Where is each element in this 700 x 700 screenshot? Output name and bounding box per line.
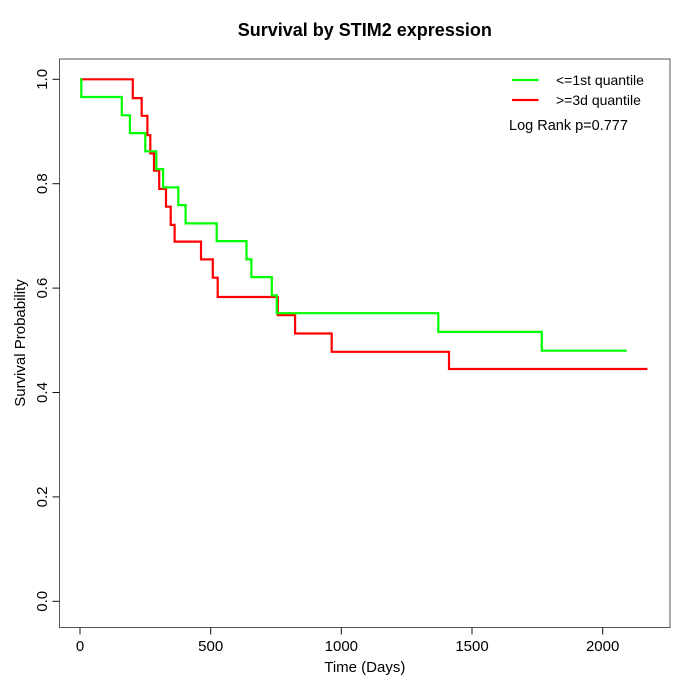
y-tick-label: 0.8 — [34, 173, 51, 194]
survival-curves — [80, 78, 648, 371]
survival-curve-low-expression — [80, 78, 627, 352]
legend-label-first-quantile: <=1st quantile — [556, 72, 644, 88]
log-rank-annotation: Log Rank p=0.777 — [509, 118, 628, 134]
x-tick-label: 1000 — [325, 638, 358, 655]
x-tick-label: 500 — [198, 638, 223, 655]
x-axis: 0 500 1000 1500 2000 — [76, 627, 619, 655]
x-axis-title: Time (Days) — [324, 659, 405, 676]
y-tick-label: 0.4 — [34, 382, 51, 403]
x-tick-label: 2000 — [586, 638, 619, 655]
y-axis-title: Survival Probability — [12, 279, 29, 407]
y-axis: 0.0 0.2 0.4 0.6 0.8 1.0 — [34, 69, 60, 612]
legend: <=1st quantile >=3d quantile Log Rank p=… — [509, 72, 644, 134]
y-tick-label: 1.0 — [34, 69, 51, 90]
x-tick-label: 0 — [76, 638, 84, 655]
legend-label-third-quantile: >=3d quantile — [556, 92, 641, 108]
y-tick-label: 0.6 — [34, 278, 51, 299]
y-tick-label: 0.0 — [34, 591, 51, 612]
x-tick-label: 1500 — [455, 638, 488, 655]
survival-curve-high-expression — [80, 78, 648, 371]
plot-box — [59, 58, 671, 628]
chart-title: Survival by STIM2 expression — [238, 20, 492, 40]
y-tick-label: 0.2 — [34, 486, 51, 507]
